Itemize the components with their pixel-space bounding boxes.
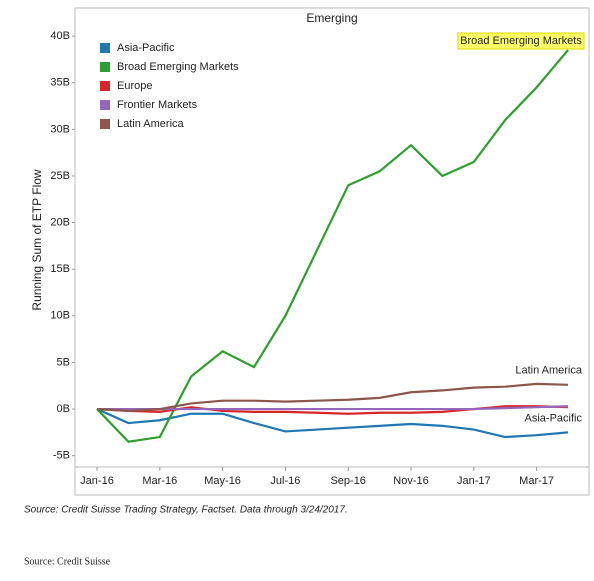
y-tick-label: 25B [50, 170, 70, 182]
x-tick-label: Mar-16 [142, 475, 177, 487]
series-line [96, 382, 569, 413]
legend-label: Frontier Markets [117, 99, 198, 111]
legend-label: Asia-Pacific [117, 42, 175, 54]
y-tick-label: 40B [50, 30, 70, 42]
annotation: Broad Emerging Markets [460, 35, 582, 47]
annotation-highlight [457, 32, 585, 50]
legend-label: Latin America [117, 118, 185, 130]
legend-swatch [100, 81, 110, 91]
y-tick-label: -5B [53, 450, 70, 462]
x-tick-label: Jan-16 [80, 475, 114, 487]
legend-swatch [100, 43, 110, 53]
legend-label: Europe [117, 80, 152, 92]
y-tick-label: 20B [50, 216, 70, 228]
series-line [97, 405, 569, 411]
x-tick-label: Jul-16 [270, 475, 300, 487]
y-tick-label: 5B [57, 356, 70, 368]
legend-label: Broad Emerging Markets [117, 61, 239, 73]
series-line [96, 408, 569, 439]
x-tick-label: Sep-16 [330, 475, 365, 487]
x-tick-label: May-16 [204, 475, 241, 487]
legend-swatch [100, 119, 110, 129]
annotation: Latin America [515, 365, 583, 377]
y-tick-label: 35B [50, 77, 70, 89]
y-tick-label: 15B [50, 263, 70, 275]
y-tick-label: 10B [50, 310, 70, 322]
source-note: Source: Credit Suisse Trading Strategy, … [24, 505, 348, 516]
x-tick-label: Jan-17 [457, 475, 491, 487]
chart-frame [74, 7, 590, 496]
y-tick-label: 30B [50, 123, 70, 135]
footer: Source: Credit Suisse [24, 556, 111, 567]
y-axis-label: Running Sum of ETP Flow [30, 169, 44, 311]
x-tick-label: Mar-17 [519, 475, 554, 487]
annotation: Asia-Pacific [525, 412, 583, 424]
legend-swatch [100, 62, 110, 72]
chart-title: Emerging [306, 11, 357, 25]
x-tick-label: Nov-16 [393, 475, 428, 487]
legend-swatch [100, 100, 110, 110]
y-tick-label: 0B [57, 403, 70, 415]
